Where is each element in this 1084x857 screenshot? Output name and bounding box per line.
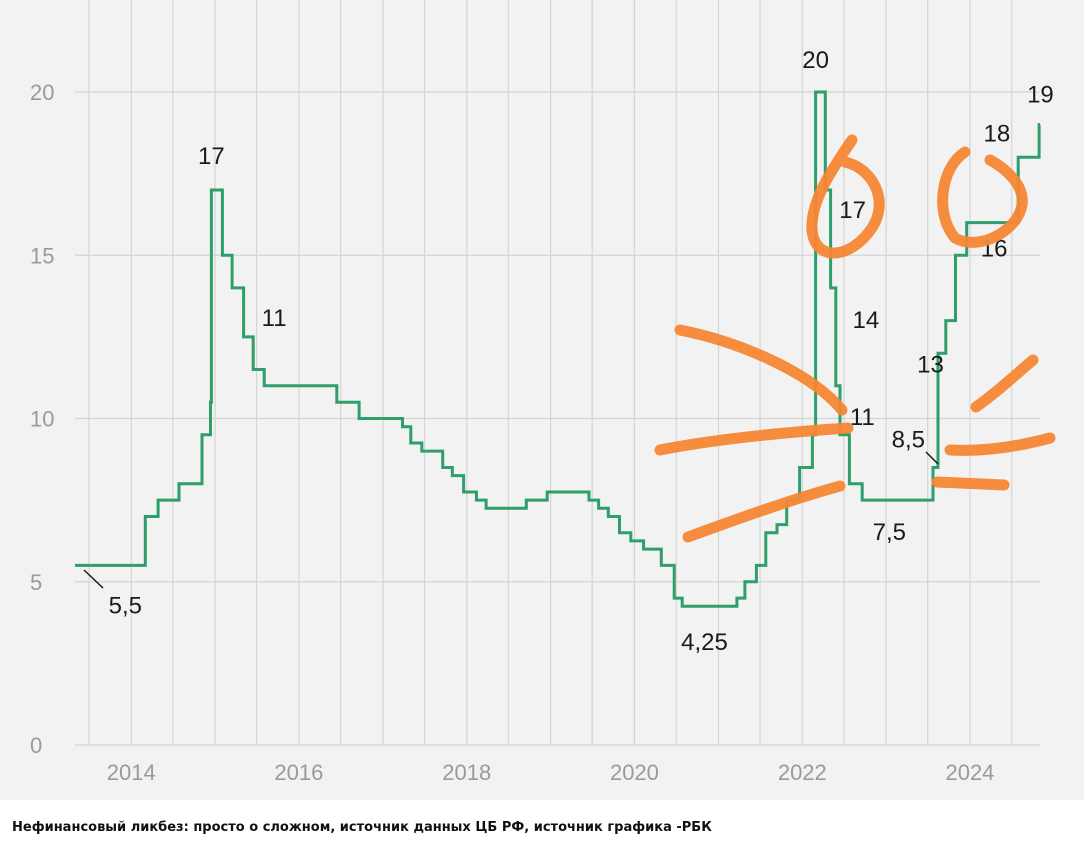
data-label: 7,5 bbox=[873, 519, 906, 546]
whisker-stroke bbox=[674, 324, 848, 416]
whisker-stroke bbox=[970, 354, 1039, 413]
key-rate-chart: 0 5 10 15 20 2014 2016 2018 2020 2022 2024 5,5 17 11… bbox=[0, 0, 1084, 800]
x-tick-label: 2016 bbox=[274, 760, 323, 785]
x-tick-label: 2020 bbox=[610, 760, 659, 785]
y-tick-label: 10 bbox=[30, 407, 54, 432]
x-tick-label: 2014 bbox=[107, 760, 156, 785]
data-label: 11 bbox=[850, 404, 875, 431]
data-label: 4,25 bbox=[681, 629, 728, 656]
data-label: 14 bbox=[853, 307, 880, 334]
whisker-stroke bbox=[931, 476, 1010, 491]
y-tick-label: 5 bbox=[30, 570, 42, 595]
circle-stroke bbox=[937, 146, 1028, 248]
data-label: 19 bbox=[1027, 82, 1054, 109]
data-label: 8,5 bbox=[892, 426, 925, 453]
handdrawn-annotations bbox=[654, 134, 1056, 543]
axis-ticks: 0 5 10 15 20 2014 2016 2018 2020 2022 2024 bbox=[30, 80, 994, 785]
source-caption: Нефинансовый ликбез: просто о сложном, и… bbox=[12, 820, 712, 835]
y-tick-label: 0 bbox=[30, 733, 42, 758]
data-label: 17 bbox=[839, 197, 866, 224]
x-tick-label: 2024 bbox=[945, 760, 994, 785]
label-leader bbox=[83, 569, 104, 589]
whisker-stroke bbox=[682, 480, 846, 543]
gridlines bbox=[75, 0, 1040, 746]
series-layer bbox=[75, 90, 1041, 608]
data-label: 17 bbox=[198, 143, 225, 170]
whisker-stroke bbox=[944, 432, 1056, 456]
key-rate-line bbox=[75, 90, 1041, 608]
x-tick-label: 2022 bbox=[778, 760, 827, 785]
data-label: 13 bbox=[917, 352, 944, 379]
circle-stroke bbox=[806, 134, 885, 259]
data-label: 5,5 bbox=[109, 592, 142, 619]
whisker-stroke bbox=[654, 422, 854, 456]
chart-background bbox=[0, 0, 1084, 800]
data-label: 11 bbox=[262, 305, 287, 332]
y-tick-label: 15 bbox=[30, 243, 54, 268]
data-label: 18 bbox=[983, 120, 1010, 147]
y-tick-label: 20 bbox=[30, 80, 54, 105]
data-label: 20 bbox=[802, 47, 829, 74]
label-leader bbox=[925, 451, 939, 465]
x-tick-label: 2018 bbox=[442, 760, 491, 785]
